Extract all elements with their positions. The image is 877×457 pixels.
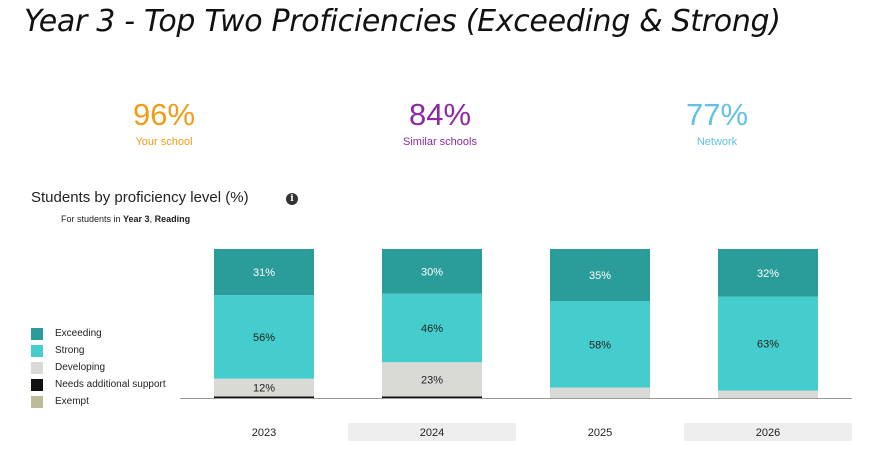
x-tick-label: 2024 [420,427,444,439]
bar-data-label: 63% [757,339,779,351]
bar-data-label: 46% [421,323,443,335]
stat-label: Similar schools [403,136,477,148]
bar-data-label: 56% [253,332,275,344]
bar-data-label: 23% [421,374,443,386]
chart-title: Students by proficiency level (%) [31,189,249,206]
bar-segment [214,396,314,398]
x-band [348,423,516,441]
chart-legend: Exceeding Strong Developing Needs additi… [31,325,166,410]
legend-swatch [31,395,43,408]
legend-swatch [31,327,43,340]
bar-segment [382,249,482,294]
subtitle-year: Year 3 [123,214,150,224]
subtitle-prefix: For students in [61,214,124,224]
bar-data-label: 32% [757,268,779,280]
x-tick-label: 2023 [252,427,276,439]
subtitle-sep: , [149,214,155,224]
bar-segment [382,293,482,363]
legend-swatch [31,361,43,374]
legend-swatch [31,344,43,357]
stat-value: 84% [408,97,472,132]
bar-segment [214,378,314,397]
bar-segment [718,296,818,391]
bar-segment [550,301,650,388]
bar-segment [718,390,818,398]
stat-label: Network [696,136,738,148]
stat-value: 77% [685,97,749,132]
x-tick-label: 2025 [588,427,612,439]
legend-item-exceeding: Exceeding [31,325,166,342]
bar-segment [214,295,314,379]
bar-data-label: 58% [589,339,611,351]
stat-label: Your school [135,136,193,148]
bar-data-label: 12% [253,383,275,395]
bar-segment [382,396,482,398]
legend-item-needs-support: Needs additional support [31,376,166,393]
chart-subtitle: For students in Year 3, Reading [61,214,190,224]
stat-network: 77% Network [637,97,797,149]
stat-your-school: 96% Your school [84,97,244,149]
bar-data-label: 35% [589,270,611,282]
bar-segment [718,249,818,297]
stat-similar-schools: 84% Similar schools [360,97,520,149]
bar-segment [382,362,482,397]
legend-item-exempt: Exempt [31,393,166,410]
legend-item-strong: Strong [31,342,166,359]
legend-label: Strong [55,345,85,356]
legend-label: Exceeding [55,328,102,339]
subtitle-subject: Reading [154,214,191,224]
bar-segment [214,249,314,296]
x-band [684,423,852,441]
x-tick-label: 2026 [756,427,780,439]
bar-data-label: 30% [421,266,443,278]
legend-label: Developing [55,362,106,373]
bar-segment [550,387,650,398]
legend-label: Exempt [55,396,89,407]
info-icon[interactable]: i [286,193,298,205]
page-title: Year 3 - Top Two Proficiencies (Exceedin… [24,4,781,39]
legend-item-developing: Developing [31,359,166,376]
stat-value: 96% [132,97,196,132]
legend-swatch [31,378,43,391]
bar-data-label: 31% [253,267,275,279]
bar-segment [550,249,650,302]
legend-label: Needs additional support [55,379,166,390]
